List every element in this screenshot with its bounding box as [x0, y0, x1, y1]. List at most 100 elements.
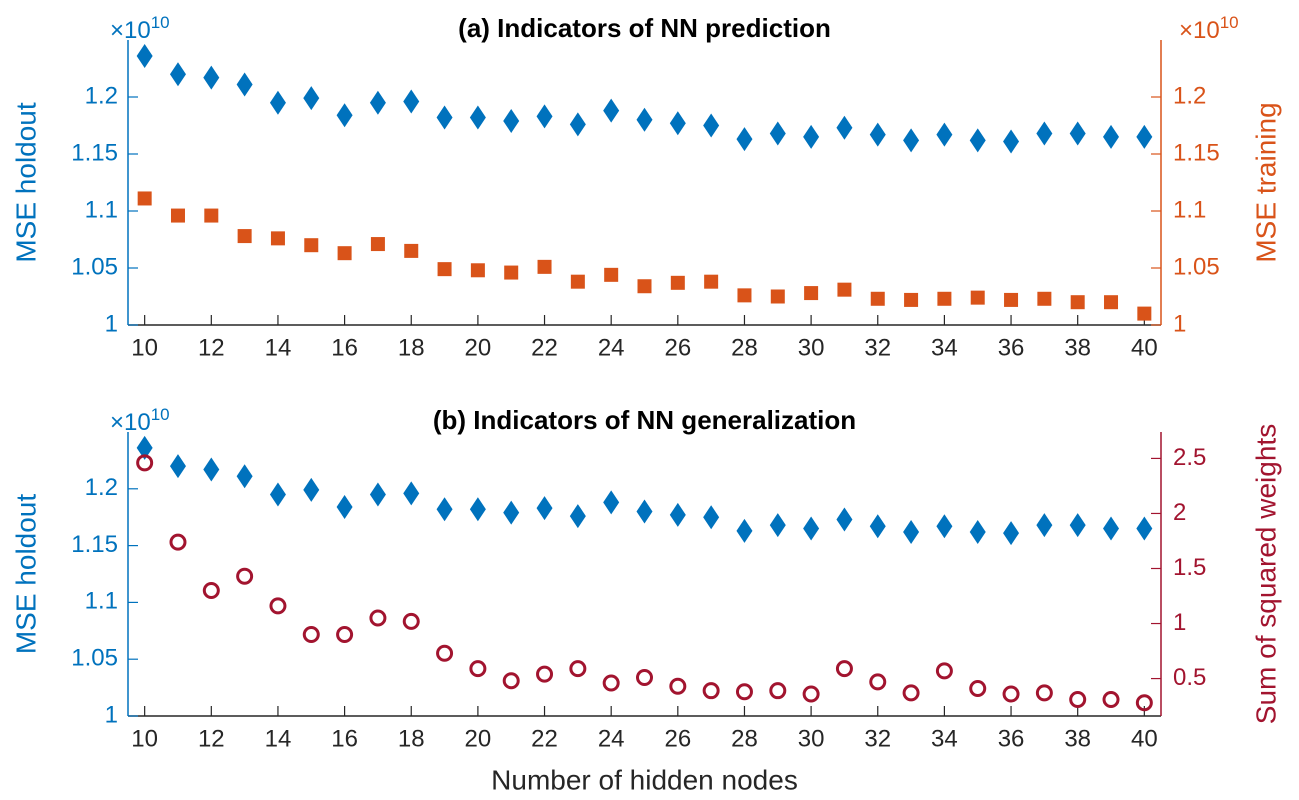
diamond-marker [336, 103, 353, 128]
diamond-marker [203, 457, 220, 482]
diamond-marker [403, 481, 420, 506]
diamond-marker [969, 519, 986, 544]
square-marker [637, 279, 652, 294]
exponent-power: 10 [151, 405, 170, 424]
square-marker [237, 229, 252, 244]
diamond-marker [436, 497, 453, 522]
square-marker [937, 291, 952, 306]
circle-marker [702, 682, 720, 700]
square-marker [737, 288, 752, 303]
circle-marker [402, 612, 420, 630]
diamond-marker [536, 104, 553, 129]
x-tick-label: 38 [1064, 334, 1091, 361]
circle-marker [1035, 684, 1053, 702]
diamond-marker [703, 113, 720, 138]
diamond-marker [136, 435, 153, 460]
diamond-marker [703, 505, 720, 530]
y-tick-label: 1.05 [71, 253, 118, 280]
y-tick-label: 1.05 [71, 645, 118, 672]
square-marker [670, 275, 685, 290]
diamond-marker [236, 464, 253, 489]
diamond-marker [1136, 124, 1153, 149]
diamond-marker [636, 499, 653, 524]
diamond-marker [1069, 513, 1086, 538]
square-marker [137, 191, 152, 206]
square-marker [1004, 292, 1019, 307]
x-tick-label: 16 [331, 725, 358, 752]
square-marker [704, 274, 719, 289]
square-marker [970, 290, 985, 305]
axis-exponent: ×1010 [110, 405, 170, 436]
diamond-marker [1003, 521, 1020, 546]
diamond-marker [503, 500, 520, 525]
diamond-marker [936, 514, 953, 539]
diamond-marker [469, 497, 486, 522]
y-tick-label: 1 [105, 701, 118, 728]
square-marker [404, 243, 419, 258]
square-marker [337, 246, 352, 261]
x-tick-label: 18 [398, 725, 425, 752]
circle-marker [236, 567, 254, 585]
y2-axis-label: MSE training [1250, 102, 1281, 262]
y2-tick-label: 1.1 [1173, 196, 1206, 223]
y-tick-label: 1 [105, 310, 118, 337]
y-tick-label: 1.1 [85, 588, 118, 615]
x-tick-label: 26 [664, 725, 691, 752]
x-tick-label: 10 [131, 334, 158, 361]
diamond-marker [169, 62, 186, 87]
panel: (a) Indicators of NN prediction 10 12 14 16 1… [10, 13, 1281, 361]
circle-marker [369, 609, 387, 627]
y-axis-label: MSE holdout [10, 102, 41, 263]
diamond-marker [569, 112, 586, 137]
diamond-marker [803, 516, 820, 541]
panel: (b) Indicators of NN generalization 10 1 2 1… [10, 405, 1281, 796]
diamond-marker [669, 502, 686, 527]
diamond-marker [869, 122, 886, 147]
x-tick-label: 12 [198, 334, 225, 361]
x-tick-label: 14 [265, 725, 292, 752]
x-tick-label: 28 [731, 725, 758, 752]
y2-tick-label: 1.5 [1173, 554, 1206, 581]
circle-marker [569, 660, 587, 678]
square-marker [504, 265, 519, 280]
diamond-marker [169, 454, 186, 479]
diamond-marker [1003, 129, 1020, 154]
y2-tick-label: 1.15 [1173, 139, 1220, 166]
x-axis-label: Number of hidden nodes [491, 764, 798, 795]
circle-marker [336, 626, 354, 644]
x-tick-label: 30 [798, 725, 825, 752]
diamond-marker [969, 128, 986, 153]
diamond-marker [303, 477, 320, 502]
y-tick-label: 1.2 [85, 474, 118, 501]
y-tick-label: 1.15 [71, 531, 118, 558]
x-tick-label: 32 [864, 334, 891, 361]
y2-tick-label: 2 [1173, 499, 1186, 526]
x-tick-label: 20 [465, 725, 492, 752]
circle-marker [502, 672, 520, 690]
y-tick-label: 1.15 [71, 139, 118, 166]
y2-tick-label: 1 [1173, 310, 1186, 337]
circle-marker [169, 533, 187, 551]
diamond-marker [1136, 516, 1153, 541]
circle-marker [1135, 694, 1153, 712]
diamond-marker [603, 490, 620, 515]
x-tick-label: 32 [864, 725, 891, 752]
x-tick-label: 40 [1131, 725, 1158, 752]
square-marker [470, 263, 485, 278]
circle-marker [1069, 690, 1087, 708]
square-marker [1104, 295, 1119, 310]
circle-marker [735, 683, 753, 701]
diamond-marker [336, 494, 353, 519]
circle-marker [202, 582, 220, 600]
square-marker [904, 292, 919, 307]
circle-marker [669, 677, 687, 695]
diamond-marker [769, 513, 786, 538]
diamond-marker [603, 98, 620, 123]
y2-tick-label: 1.2 [1173, 82, 1206, 109]
chart-title: (b) Indicators of NN generalization [433, 405, 856, 435]
diamond-marker [203, 65, 220, 90]
circle-marker [935, 662, 953, 680]
circle-marker [1002, 685, 1020, 703]
